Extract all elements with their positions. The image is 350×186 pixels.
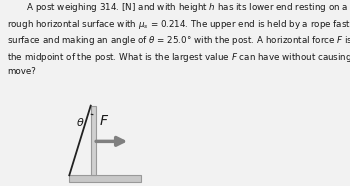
FancyBboxPatch shape (69, 175, 141, 182)
Text: $\theta$: $\theta$ (76, 116, 84, 128)
Text: $\mathbf{\mathit{F}}$: $\mathbf{\mathit{F}}$ (99, 114, 109, 128)
Bar (91, 106, 96, 175)
Text: A post weighing 314. [N] and with height $h$ has its lower end resting on a
roug: A post weighing 314. [N] and with height… (7, 1, 350, 76)
